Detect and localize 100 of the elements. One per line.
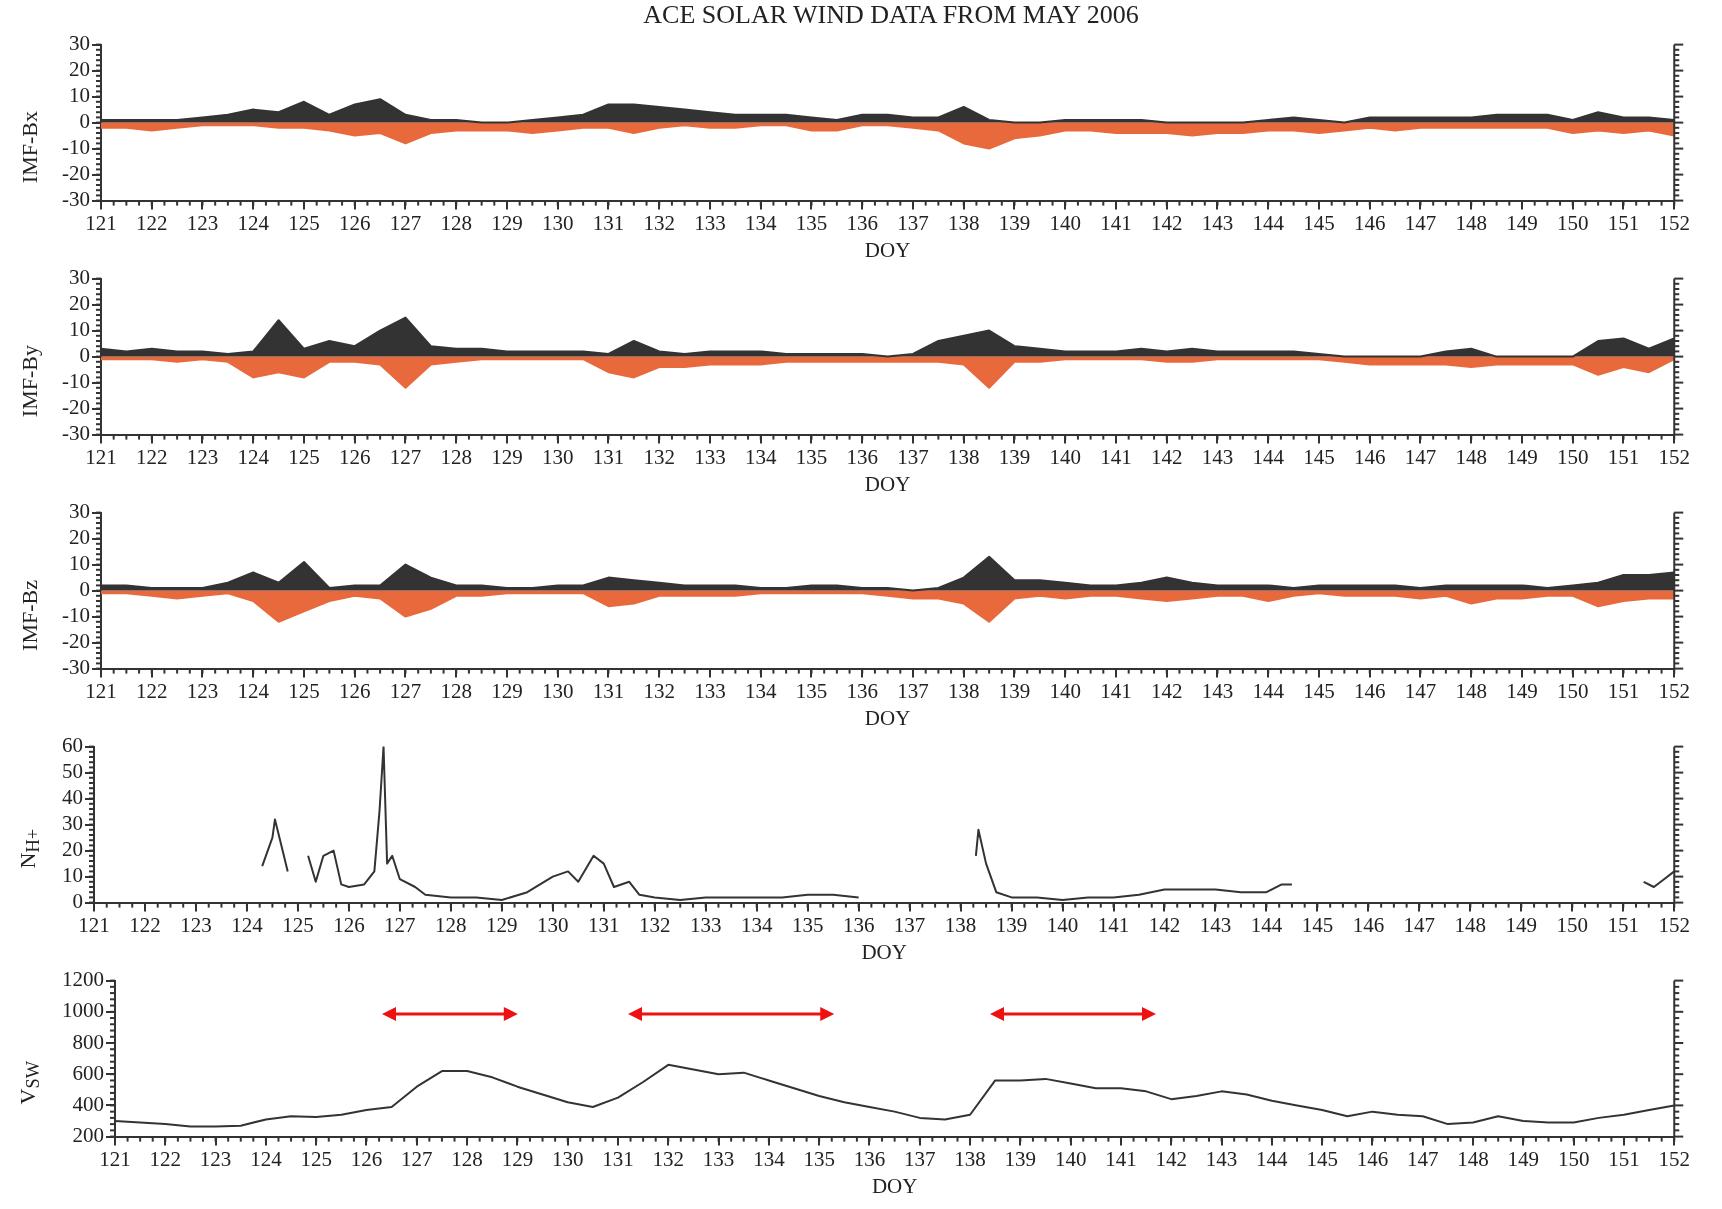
- y-axis-title: IMF-Bz: [17, 579, 43, 651]
- x-tick-label: 129: [486, 912, 518, 937]
- y-tick-label: 10: [62, 863, 83, 888]
- x-tick-label: 132: [643, 210, 675, 235]
- x-tick-label: 122: [135, 210, 168, 235]
- x-tick-label: 131: [592, 444, 625, 469]
- x-tick-label: 135: [803, 1146, 835, 1171]
- x-axis-title: DOY: [871, 1173, 918, 1198]
- y-axis-title: IMF-Bx: [17, 110, 43, 184]
- x-tick-label: 143: [1201, 678, 1234, 703]
- x-tick-label: 130: [537, 912, 569, 937]
- y-tick-label: 0: [79, 343, 90, 368]
- x-tick-label: 151: [1608, 1146, 1640, 1171]
- x-tick-label: 122: [135, 444, 168, 469]
- x-tick-label: 137: [897, 210, 929, 235]
- x-tick-label: 134: [745, 210, 777, 235]
- x-tick-label: 127: [389, 678, 422, 703]
- chart-title: ACE SOLAR WIND DATA FROM MAY 2006: [642, 0, 1140, 30]
- x-tick-label: 138: [948, 444, 980, 469]
- y-tick-label: 0: [79, 109, 90, 134]
- x-tick-label: 135: [791, 912, 824, 937]
- x-tick-label: 144: [1250, 912, 1283, 937]
- x-axis-title: DOY: [864, 705, 911, 730]
- x-tick-label: 139: [998, 444, 1031, 469]
- x-tick-label: 149: [1506, 210, 1538, 235]
- x-tick-label: 152: [1658, 1146, 1690, 1171]
- x-tick-label: 132: [638, 912, 671, 937]
- x-tick-label: 127: [389, 210, 422, 235]
- x-tick-label: 133: [694, 444, 726, 469]
- x-tick-label: 121: [99, 1146, 131, 1171]
- x-tick-label: 148: [1457, 1146, 1489, 1171]
- x-tick-label: 143: [1201, 444, 1234, 469]
- x-tick-label: 145: [1303, 444, 1335, 469]
- x-tick-label: 125: [288, 210, 320, 235]
- x-tick-label: 124: [237, 678, 270, 703]
- x-tick-label: 141: [1100, 210, 1132, 235]
- x-tick-label: 135: [795, 678, 828, 703]
- x-tick-label: 128: [440, 444, 472, 469]
- x-tick-label: 148: [1454, 912, 1487, 937]
- x-tick-label: 128: [440, 210, 472, 235]
- x-tick-label: 127: [401, 1146, 433, 1171]
- x-tick-label: 127: [389, 444, 422, 469]
- x-tick-label: 133: [694, 678, 726, 703]
- x-tick-label: 121: [85, 444, 117, 469]
- x-tick-label: 152: [1658, 678, 1690, 703]
- x-tick-label: 135: [795, 444, 828, 469]
- x-tick-label: 134: [745, 444, 777, 469]
- y-tick-label: -20: [61, 629, 90, 654]
- x-tick-label: 133: [694, 210, 726, 235]
- y-axis-title: IMF-By: [17, 344, 43, 418]
- x-tick-label: 124: [237, 444, 270, 469]
- x-tick-label: 132: [643, 444, 675, 469]
- x-tick-label: 123: [199, 1146, 232, 1171]
- x-tick-label: 145: [1301, 912, 1334, 937]
- x-axis-title: DOY: [861, 939, 907, 964]
- x-tick-label: 151: [1607, 210, 1640, 235]
- x-tick-label: 147: [1404, 210, 1437, 235]
- x-tick-label: 125: [288, 678, 320, 703]
- x-tick-label: 144: [1252, 210, 1285, 235]
- x-tick-label: 143: [1199, 912, 1232, 937]
- y-tick-label: -30: [61, 655, 90, 680]
- x-tick-label: 132: [652, 1146, 685, 1171]
- y-tick-label: 600: [72, 1060, 104, 1085]
- y-tick-label: 10: [68, 551, 90, 576]
- x-tick-label: 130: [542, 678, 574, 703]
- x-tick-label: 129: [491, 444, 523, 469]
- y-tick-label: -10: [61, 369, 90, 394]
- y-tick-label: 20: [68, 525, 90, 550]
- y-tick-label: 30: [68, 499, 90, 524]
- x-tick-label: 146: [1354, 210, 1386, 235]
- x-tick-label: 126: [350, 1146, 383, 1171]
- x-tick-label: 139: [1004, 1146, 1037, 1171]
- x-tick-label: 123: [180, 912, 212, 937]
- x-tick-label: 125: [282, 912, 314, 937]
- x-tick-label: 132: [643, 678, 675, 703]
- x-tick-label: 137: [893, 912, 926, 937]
- x-tick-label: 123: [186, 210, 219, 235]
- x-tick-label: 150: [1557, 678, 1589, 703]
- x-tick-label: 140: [1046, 912, 1079, 937]
- x-tick-label: 141: [1097, 912, 1130, 937]
- x-tick-label: 143: [1201, 210, 1234, 235]
- x-tick-label: 135: [795, 210, 828, 235]
- x-tick-label: 146: [1356, 1146, 1389, 1171]
- x-tick-label: 140: [1049, 678, 1081, 703]
- x-tick-label: 148: [1455, 210, 1487, 235]
- y-tick-label: -20: [61, 161, 90, 186]
- x-tick-label: 147: [1407, 1146, 1439, 1171]
- x-tick-label: 136: [842, 912, 875, 937]
- x-tick-label: 145: [1306, 1146, 1338, 1171]
- y-tick-label: 30: [68, 31, 90, 56]
- x-tick-label: 136: [846, 444, 878, 469]
- x-tick-label: 140: [1049, 210, 1081, 235]
- x-tick-label: 131: [592, 210, 625, 235]
- x-tick-label: 141: [1100, 444, 1132, 469]
- x-tick-label: 142: [1151, 678, 1183, 703]
- x-tick-label: 131: [592, 678, 625, 703]
- y-tick-label: 10: [68, 317, 90, 342]
- x-tick-label: 142: [1148, 912, 1181, 937]
- y-tick-label: 20: [68, 57, 90, 82]
- x-tick-label: 152: [1658, 210, 1690, 235]
